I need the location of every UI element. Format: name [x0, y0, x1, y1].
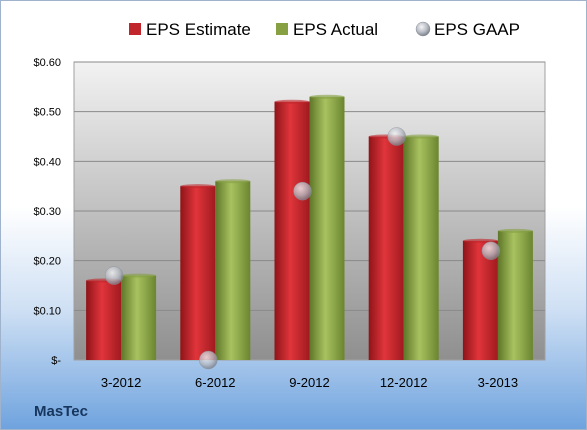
eps-actual-bar-cap: [309, 94, 345, 99]
y-tick-label: $0.50: [33, 107, 61, 119]
eps-estimate-bar: [274, 101, 310, 360]
eps-actual-bar-cap: [215, 179, 251, 184]
eps-estimate-bar: [368, 136, 404, 360]
y-axis: $- $0.10 $0.20 $0.30 $0.40 $0.50 $0.60: [33, 57, 61, 367]
eps-gaap-point: [104, 266, 124, 285]
x-tick-label: 3-2012: [101, 375, 141, 390]
eps-actual-bar: [497, 230, 533, 360]
y-tick-label: $-: [51, 355, 61, 367]
legend-label: EPS Actual: [293, 20, 378, 39]
eps-actual-bar: [121, 275, 157, 360]
eps-actual-bar: [309, 96, 345, 361]
eps-gaap-point: [387, 127, 406, 146]
bars: [86, 94, 533, 361]
legend-label: EPS GAAP: [434, 20, 520, 39]
eps-estimate-bar-cap: [274, 99, 310, 104]
legend-marker: [276, 23, 288, 35]
x-tick-label: 3-2013: [478, 375, 518, 390]
legend-marker: [129, 23, 141, 35]
eps-gaap-point: [481, 241, 501, 260]
eps-actual-bar: [215, 181, 251, 360]
y-tick-label: $0.40: [33, 156, 61, 168]
eps-estimate-bar: [180, 186, 216, 360]
eps-estimate-bar: [86, 280, 122, 360]
x-axis: 3-2012 6-2012 9-2012 12-2012 3-2013: [101, 375, 518, 390]
eps-actual-bar: [403, 136, 439, 360]
eps-estimate-bar-cap: [180, 184, 216, 189]
company-name: MasTec: [34, 403, 88, 420]
eps-gaap-point: [199, 350, 218, 370]
y-tick-label: $0.20: [33, 256, 61, 268]
y-tick-label: $0.10: [33, 305, 61, 317]
y-tick-label: $0.60: [33, 57, 61, 69]
legend-label: EPS Estimate: [146, 20, 251, 39]
legend: EPS Estimate EPS Actual EPS GAAP: [129, 20, 520, 39]
eps-actual-bar-cap: [121, 273, 157, 278]
y-tick-label: $0.30: [33, 206, 61, 218]
eps-actual-bar-cap: [403, 134, 439, 139]
x-tick-label: 6-2012: [195, 375, 235, 390]
gaap-points: [104, 127, 501, 370]
eps-actual-bar-cap: [497, 228, 533, 233]
x-tick-label: 12-2012: [380, 375, 428, 390]
x-tick-label: 9-2012: [289, 375, 329, 390]
legend-marker: [415, 21, 431, 37]
eps-gaap-point: [293, 181, 312, 201]
eps-estimate-bar: [462, 240, 498, 360]
